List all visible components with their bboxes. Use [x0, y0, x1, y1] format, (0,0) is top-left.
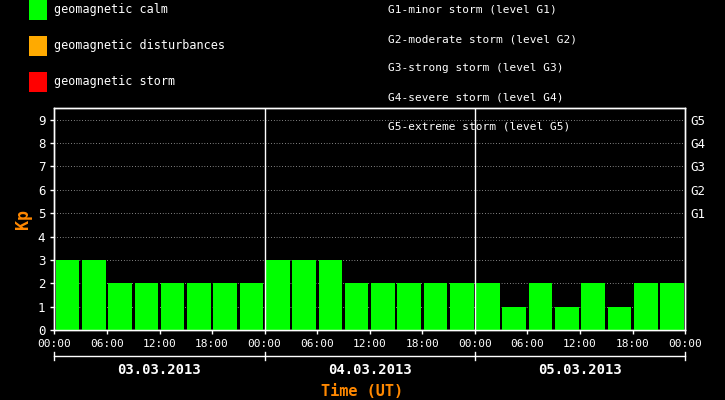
Bar — [634, 283, 658, 330]
Bar — [529, 283, 552, 330]
Bar — [476, 283, 500, 330]
Bar — [555, 307, 579, 330]
Bar — [423, 283, 447, 330]
Bar — [660, 283, 684, 330]
Y-axis label: Kp: Kp — [14, 209, 33, 229]
Bar — [240, 283, 263, 330]
Text: geomagnetic calm: geomagnetic calm — [54, 4, 168, 16]
Bar — [502, 307, 526, 330]
Bar — [450, 283, 473, 330]
Text: G5-extreme storm (level G5): G5-extreme storm (level G5) — [388, 122, 570, 132]
Text: G1-minor storm (level G1): G1-minor storm (level G1) — [388, 5, 557, 15]
Text: 03.03.2013: 03.03.2013 — [117, 363, 202, 377]
Text: G3-strong storm (level G3): G3-strong storm (level G3) — [388, 64, 563, 74]
Text: 05.03.2013: 05.03.2013 — [538, 363, 622, 377]
Text: G2-moderate storm (level G2): G2-moderate storm (level G2) — [388, 34, 577, 44]
Bar — [318, 260, 342, 330]
Bar — [292, 260, 316, 330]
Bar — [266, 260, 289, 330]
Bar — [135, 283, 158, 330]
Text: G4-severe storm (level G4): G4-severe storm (level G4) — [388, 93, 563, 103]
Bar — [397, 283, 421, 330]
Bar — [581, 283, 605, 330]
Text: geomagnetic disturbances: geomagnetic disturbances — [54, 40, 225, 52]
Bar — [371, 283, 394, 330]
Text: geomagnetic storm: geomagnetic storm — [54, 76, 175, 88]
Bar — [213, 283, 237, 330]
Bar — [56, 260, 79, 330]
Bar — [345, 283, 368, 330]
Text: 04.03.2013: 04.03.2013 — [328, 363, 412, 377]
Bar — [187, 283, 211, 330]
Bar — [161, 283, 184, 330]
Bar — [108, 283, 132, 330]
Bar — [608, 307, 631, 330]
Bar — [82, 260, 106, 330]
Text: Time (UT): Time (UT) — [321, 384, 404, 399]
